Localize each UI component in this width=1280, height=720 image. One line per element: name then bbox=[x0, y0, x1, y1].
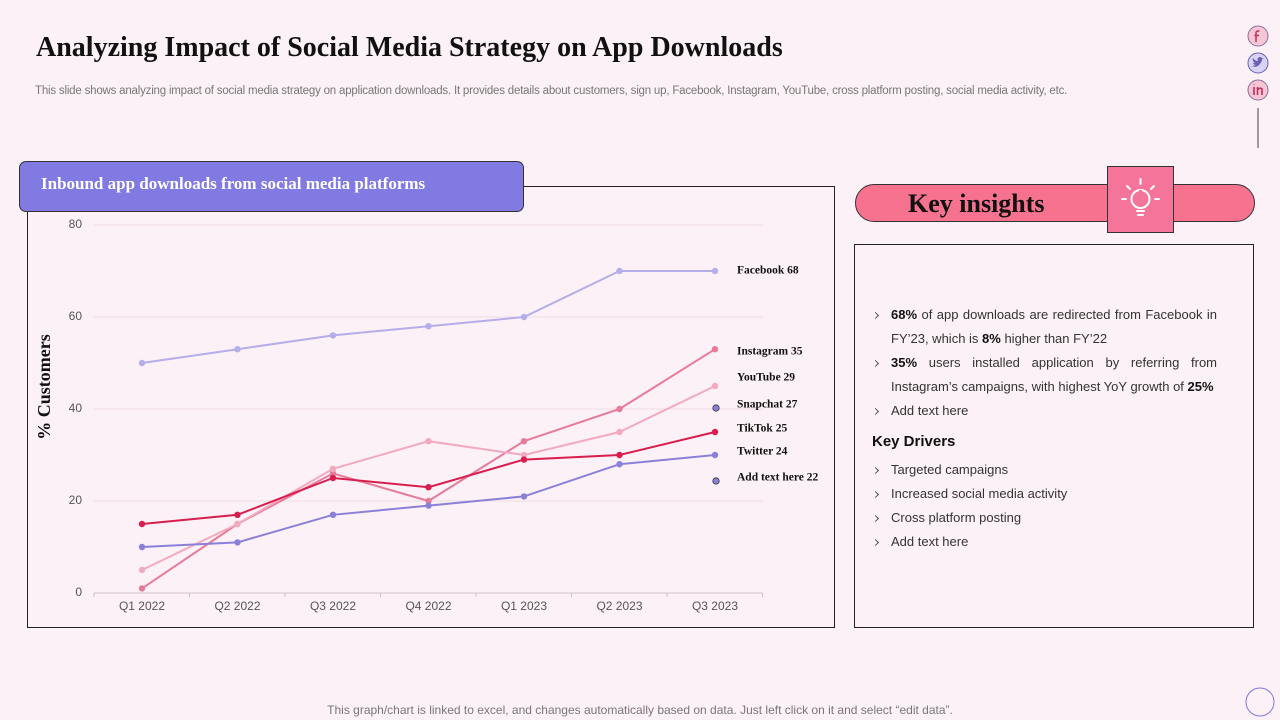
series-point bbox=[425, 438, 432, 445]
annotation-label: Add text here 22 bbox=[737, 472, 818, 484]
chart-title: Inbound app downloads from social media … bbox=[41, 174, 426, 193]
driver-item: Targeted campaigns bbox=[872, 458, 1217, 482]
lightbulb-icon bbox=[1107, 166, 1174, 233]
x-tick-label: Q4 2022 bbox=[405, 599, 451, 613]
series-point bbox=[425, 323, 432, 330]
insight-text: 25% bbox=[1187, 379, 1214, 394]
insight-text: Add text here bbox=[891, 403, 969, 418]
insight-text: higher than FY’22 bbox=[1000, 331, 1108, 346]
driver-item: Add text here bbox=[872, 530, 1217, 554]
y-tick-label: 80 bbox=[69, 217, 83, 231]
driver-item: Increased social media activity bbox=[872, 482, 1217, 506]
insight-item: 68% of app downloads are redirected from… bbox=[872, 303, 1217, 351]
series-point bbox=[616, 428, 623, 436]
chart: % Customers 0 20 40 60 80 Q1 2022 Q2 2022 Q3 20… bbox=[34, 217, 818, 613]
series-point bbox=[234, 511, 241, 518]
series-point bbox=[234, 520, 241, 528]
drivers-list: Targeted campaigns Increased social media… bbox=[872, 458, 1217, 554]
drivers-heading: Key Drivers bbox=[872, 433, 956, 450]
series-point bbox=[138, 520, 146, 528]
title: Analyzing Impact of Social Media Strateg… bbox=[36, 32, 783, 63]
insight-text: 68% bbox=[891, 307, 918, 322]
series-point bbox=[425, 502, 432, 509]
driver-item: Cross platform posting bbox=[872, 506, 1217, 530]
series-point bbox=[234, 346, 241, 353]
chart-header: Inbound app downloads from social media … bbox=[19, 161, 524, 212]
series-point bbox=[711, 346, 719, 353]
x-tick-label: Q2 2022 bbox=[214, 599, 260, 613]
twitter-glyph bbox=[1252, 57, 1264, 67]
series-point bbox=[520, 438, 528, 445]
y-tick-label: 60 bbox=[69, 309, 83, 323]
series-label: YouTube 29 bbox=[737, 372, 795, 384]
insight-text: of app downloads are redirected from Fac… bbox=[891, 307, 1217, 346]
series-point bbox=[520, 451, 528, 459]
series-point bbox=[234, 539, 241, 546]
series-point bbox=[520, 456, 528, 463]
series-point bbox=[329, 465, 337, 472]
series-point bbox=[616, 405, 623, 413]
y-axis-label: % Customers bbox=[34, 334, 54, 440]
series-point bbox=[616, 461, 623, 468]
series-point bbox=[711, 267, 719, 275]
series-point bbox=[329, 332, 337, 339]
key-insights-banner bbox=[855, 184, 1255, 222]
x-tick-label: Q3 2023 bbox=[692, 599, 738, 613]
icon bbox=[1121, 178, 1160, 216]
insight-item: Add text here bbox=[872, 399, 1217, 423]
series-point bbox=[138, 585, 146, 592]
series-point bbox=[520, 313, 528, 321]
y-tick-label: 0 bbox=[75, 585, 82, 599]
series-line bbox=[141, 431, 716, 525]
annotation-label: Snapchat 27 bbox=[737, 399, 798, 411]
series-point bbox=[520, 493, 528, 500]
x-tick-label: Q3 2022 bbox=[310, 599, 356, 613]
series-point bbox=[138, 359, 146, 367]
series-label: TikTok 25 bbox=[737, 423, 787, 435]
series-point bbox=[425, 497, 432, 505]
insight-text: users installed application by referring… bbox=[891, 355, 1217, 394]
key-insights-title: Key insights bbox=[908, 189, 1045, 218]
series-point bbox=[616, 451, 623, 459]
annotation-dot bbox=[712, 404, 720, 412]
series-point bbox=[711, 451, 719, 459]
series-line bbox=[141, 348, 716, 590]
subtitle: This slide shows analyzing impact of soc… bbox=[35, 85, 1068, 97]
series-point bbox=[711, 382, 719, 390]
y-tick-label: 20 bbox=[69, 493, 83, 507]
series-point bbox=[329, 470, 337, 477]
series-point bbox=[138, 543, 146, 551]
x-tick-label: Q2 2023 bbox=[596, 599, 642, 613]
insight-item: 35% users installed application by refer… bbox=[872, 351, 1217, 399]
insight-text: 8% bbox=[982, 331, 1001, 346]
series-point bbox=[329, 511, 337, 518]
nav-circle[interactable] bbox=[1245, 687, 1275, 717]
footer-note: This graph/chart is linked to excel, and… bbox=[327, 703, 953, 717]
insights-list: 68% of app downloads are redirected from… bbox=[872, 303, 1217, 423]
series-label: Instagram 35 bbox=[737, 346, 803, 358]
insight-text: 35% bbox=[891, 355, 918, 370]
y-tick-label: 40 bbox=[69, 401, 83, 415]
x-tick-label: Q1 2023 bbox=[501, 599, 547, 613]
series-point bbox=[329, 474, 337, 482]
x-tick-label: Q1 2022 bbox=[119, 599, 165, 613]
series-label: Twitter 24 bbox=[737, 446, 788, 458]
linkedin-glyph bbox=[1253, 84, 1263, 95]
nav-button[interactable] bbox=[1240, 684, 1280, 720]
series-point bbox=[711, 428, 719, 436]
facebook-glyph bbox=[1254, 30, 1260, 42]
series-label: Facebook 68 bbox=[737, 265, 799, 277]
series-point bbox=[138, 566, 146, 574]
annotation-dot bbox=[712, 477, 720, 485]
social-icons bbox=[1247, 25, 1269, 148]
series-point bbox=[425, 484, 432, 491]
series-point bbox=[616, 267, 623, 275]
